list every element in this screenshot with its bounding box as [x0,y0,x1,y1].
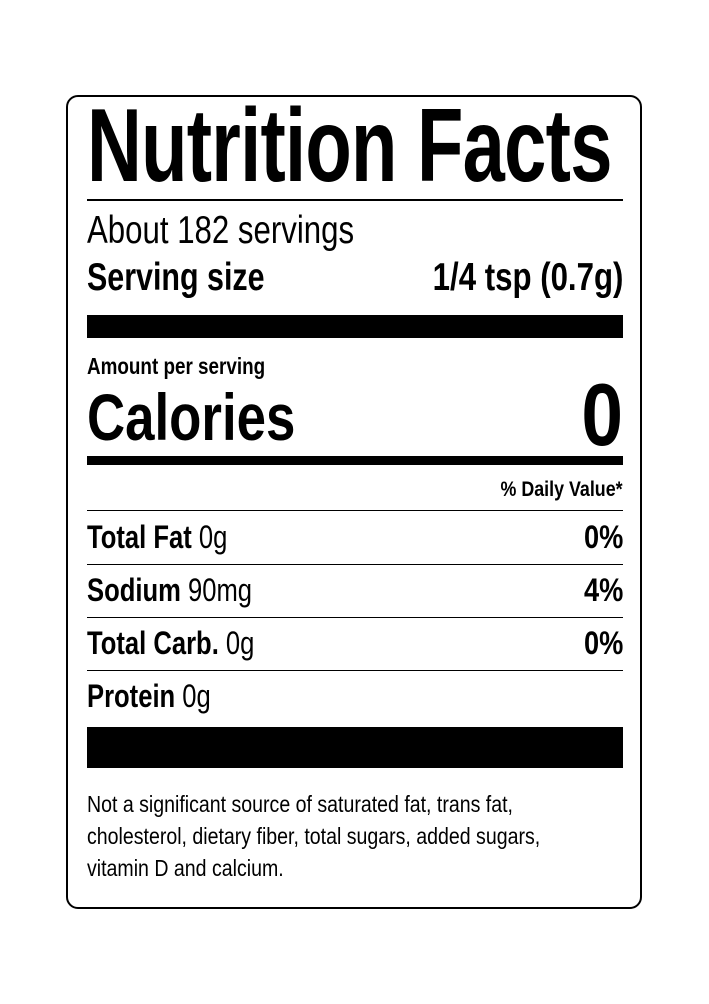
title-divider [87,199,623,201]
nutrient-amount: 0g [198,519,228,555]
nutrient-dv: 0% [583,625,623,661]
row-divider [87,670,623,671]
nutrient-dv: 0% [583,519,623,555]
footnote-line: vitamin D and calcium. [87,855,284,881]
title: Nutrition Facts [87,88,612,204]
nutrient-row-sodium: Sodium 90mg 4% [87,570,623,610]
nutrient-row-protein: Protein 0g [87,676,623,716]
nutrient-amount: 0g [182,678,211,714]
nutrient-row-total-carb: Total Carb. 0g 0% [87,623,623,663]
row-divider [87,617,623,618]
thick-bar-bottom [87,727,623,768]
servings-per-container: About 182 servings [87,209,355,252]
row-divider [87,510,623,511]
thick-bar-top [87,315,623,338]
calories-value: 0 [581,365,623,464]
nutrient-dv: 4% [583,572,623,608]
calories-divider [87,456,623,465]
nutrient-name: Total Carb. [87,625,219,661]
calories-label: Calories [87,380,296,454]
footnote-line: Not a significant source of saturated fa… [87,791,513,817]
amount-per-serving: Amount per serving [87,353,266,379]
serving-size-label: Serving size [87,256,265,299]
nutrient-amount: 90mg [187,572,253,608]
nutrient-name: Sodium [87,572,181,608]
serving-size-value: 1/4 tsp (0.7g) [432,256,623,299]
nutrient-name: Protein [87,678,176,714]
daily-value-header: % Daily Value* [500,478,623,501]
nutrient-name: Total Fat [87,519,192,555]
row-divider [87,564,623,565]
nutrient-amount: 0g [225,625,255,661]
nutrient-row-total-fat: Total Fat 0g 0% [87,517,623,557]
footnote-line: cholesterol, dietary fiber, total sugars… [87,823,541,849]
nutrition-label-border [66,95,642,909]
